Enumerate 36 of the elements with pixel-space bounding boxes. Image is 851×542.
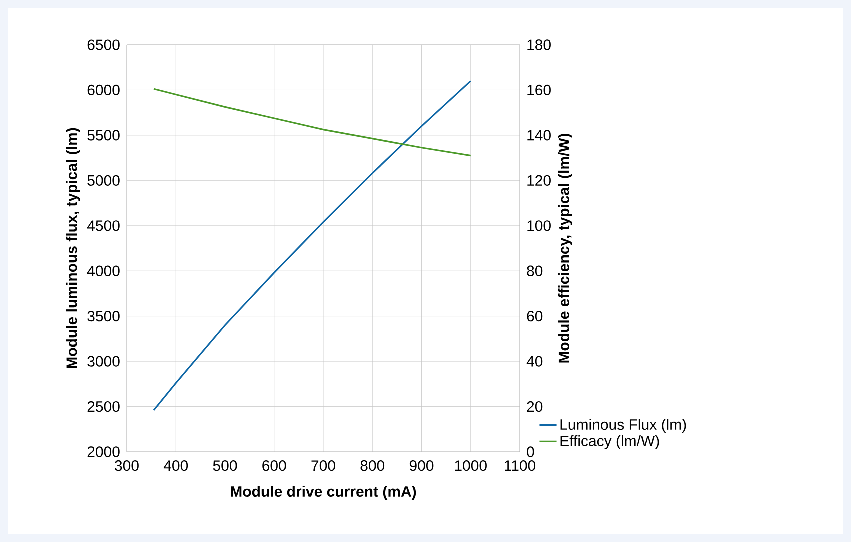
y2-tick-label: 140 [528, 130, 551, 141]
y2-tick-label: 40 [526, 356, 543, 367]
x-tick-label: 400 [164, 460, 188, 472]
y-tick-label: 2000 [88, 446, 120, 458]
y2-tick-label: 180 [528, 40, 551, 50]
y-tick-label: 4500 [87, 220, 120, 232]
x-tick-label: 1000 [455, 460, 487, 472]
x-tick-label: 900 [410, 460, 434, 472]
x-tick-label: 300 [115, 460, 139, 472]
y-axis-title: Module luminous flux, typical (lm) [66, 128, 80, 368]
x-tick-label: 700 [312, 460, 336, 472]
legend-label: Luminous Flux (lm) [560, 419, 686, 434]
y2-tick-label: 100 [528, 220, 551, 232]
x-tick-label: 800 [360, 460, 385, 472]
x-tick-label: 600 [262, 460, 286, 472]
y-tick-label: 6000 [88, 84, 120, 96]
y-tick-label: 5500 [88, 130, 120, 141]
line-series [153, 88, 472, 157]
y2-tick-label: 20 [527, 401, 543, 412]
x-tick-label: 500 [213, 460, 238, 472]
y2-tick-label: 60 [527, 311, 543, 322]
y2-tick-label: 120 [528, 175, 551, 186]
y2-axis-title: Module efficiency, typical (lm/W) [558, 134, 572, 363]
y-tick-label: 6500 [88, 40, 120, 50]
y2-tick-label: 0 [527, 446, 534, 458]
line-series [153, 80, 472, 412]
legend-label: Efficacy (lm/W) [560, 435, 660, 450]
y-tick-label: 3500 [88, 311, 120, 322]
x-axis-title: Module drive current (mA) [231, 486, 416, 500]
y-tick-label: 4000 [87, 266, 120, 276]
y-tick-label: 3000 [88, 356, 120, 367]
y-tick-label: 5000 [88, 175, 120, 186]
y2-tick-label: 160 [528, 84, 551, 96]
y2-tick-label: 80 [527, 266, 543, 276]
y-tick-label: 2500 [88, 401, 120, 412]
x-tick-label: 1100 [505, 460, 536, 472]
